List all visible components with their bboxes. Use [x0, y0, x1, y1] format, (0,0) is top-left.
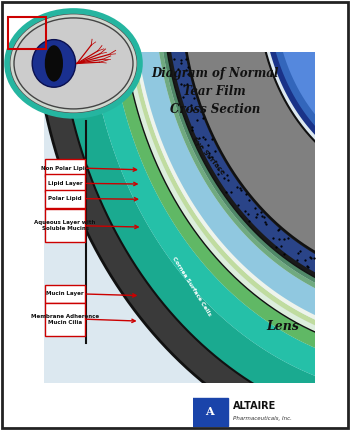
Polygon shape [122, 25, 350, 355]
Text: Diagram of Normal: Diagram of Normal [151, 67, 278, 80]
Ellipse shape [45, 45, 63, 82]
Polygon shape [110, 26, 350, 369]
Polygon shape [167, 19, 350, 299]
FancyBboxPatch shape [46, 209, 85, 243]
Ellipse shape [14, 18, 133, 109]
FancyBboxPatch shape [46, 285, 85, 303]
Text: Cross Section: Cross Section [169, 103, 260, 116]
Text: Lipid Layer: Lipid Layer [48, 181, 83, 186]
FancyBboxPatch shape [44, 52, 315, 383]
Text: Aqueous Layer with
Soluble Mucins: Aqueous Layer with Soluble Mucins [35, 220, 96, 231]
FancyBboxPatch shape [46, 159, 85, 177]
FancyBboxPatch shape [46, 175, 85, 192]
Polygon shape [59, 30, 350, 430]
Polygon shape [183, 10, 350, 281]
Polygon shape [263, 1, 350, 182]
Polygon shape [160, 22, 350, 309]
Polygon shape [275, 2, 350, 167]
FancyBboxPatch shape [46, 190, 85, 208]
Ellipse shape [32, 40, 76, 87]
FancyBboxPatch shape [46, 303, 85, 336]
Text: A: A [205, 405, 214, 417]
Ellipse shape [10, 14, 137, 113]
Text: Polar Lipid: Polar Lipid [48, 196, 82, 201]
Text: Tear Film: Tear Film [183, 85, 246, 98]
Text: Pharmaceuticals, Inc.: Pharmaceuticals, Inc. [232, 416, 292, 421]
Polygon shape [132, 25, 350, 343]
Polygon shape [164, 19, 350, 304]
Polygon shape [156, 22, 350, 314]
Text: Eye Surface: Eye Surface [190, 136, 225, 176]
Polygon shape [135, 22, 350, 339]
Text: Lens: Lens [266, 320, 299, 333]
Polygon shape [35, 34, 350, 430]
Polygon shape [268, 1, 350, 176]
Polygon shape [89, 28, 350, 396]
Text: Membrane Adherence
Mucin Cilia: Membrane Adherence Mucin Cilia [31, 314, 99, 325]
Polygon shape [127, 25, 350, 348]
Text: Cornea Surface Cells: Cornea Surface Cells [171, 256, 212, 317]
FancyBboxPatch shape [191, 398, 228, 426]
Text: Non Polar Lipid: Non Polar Lipid [41, 166, 89, 171]
Text: Mucin Layer: Mucin Layer [46, 292, 84, 296]
Text: ALTAIRE: ALTAIRE [232, 401, 276, 411]
